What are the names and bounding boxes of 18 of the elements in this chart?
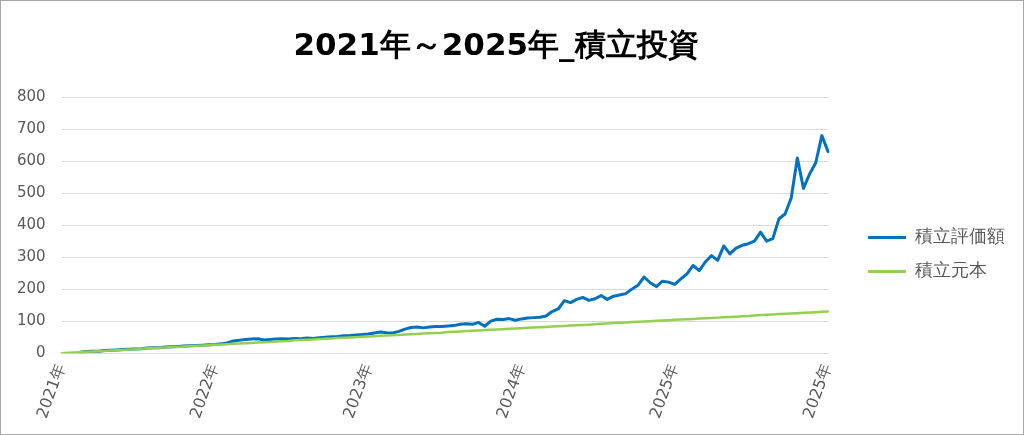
legend-label: 積立評価額 <box>915 225 1005 247</box>
y-tick-label: 800 <box>16 87 46 106</box>
x-tick-label: 2024年 <box>491 360 530 421</box>
y-tick-label: 500 <box>16 183 46 202</box>
x-tick-label: 2023年 <box>338 360 376 421</box>
x-tick-label: 2022年 <box>185 360 223 421</box>
legend-label: 積立元本 <box>915 259 987 281</box>
x-tick-label: 2021年 <box>32 360 70 421</box>
x-tick-label: 2025年 <box>798 360 836 421</box>
x-tick-label: 2025年 <box>645 360 683 421</box>
y-tick-label: 400 <box>16 215 46 234</box>
y-tick-label: 700 <box>16 119 46 138</box>
y-tick-label: 100 <box>16 311 46 330</box>
y-tick-label: 200 <box>16 279 46 298</box>
y-tick-label: 600 <box>16 151 46 170</box>
chart-title: 2021年～2025年_積立投資 <box>293 25 699 62</box>
y-tick-label: 300 <box>16 247 46 266</box>
y-tick-label: 0 <box>36 343 46 362</box>
